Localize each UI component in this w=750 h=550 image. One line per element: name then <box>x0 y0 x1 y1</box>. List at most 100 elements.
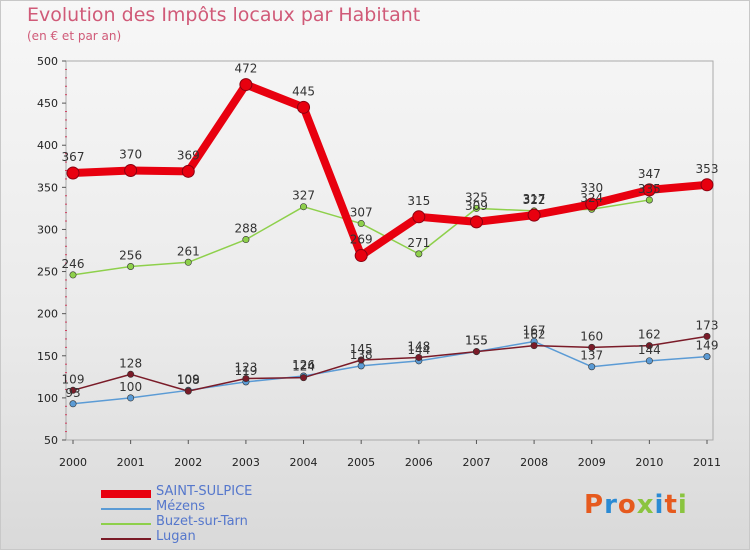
data-label: 317 <box>523 192 546 206</box>
y-tick-label-450: 450 <box>37 97 58 110</box>
data-point <box>300 203 308 211</box>
chart-subtitle: (en € et par an) <box>27 29 122 43</box>
x-tick-label-2009: 2009 <box>578 456 606 469</box>
data-label: 145 <box>350 342 373 356</box>
data-label: 261 <box>177 244 200 258</box>
x-tick-label-2007: 2007 <box>462 456 490 469</box>
data-point <box>354 249 368 263</box>
data-label: 269 <box>350 233 373 247</box>
x-tick-label-2005: 2005 <box>347 456 375 469</box>
data-point <box>357 362 365 370</box>
data-label: 246 <box>62 257 85 271</box>
data-point <box>703 353 711 361</box>
data-label: 335 <box>638 182 661 196</box>
data-label: 315 <box>407 194 430 208</box>
x-tick-label-2002: 2002 <box>174 456 202 469</box>
x-tick-label-2000: 2000 <box>59 456 87 469</box>
data-point <box>415 250 423 258</box>
data-point <box>357 356 365 364</box>
data-label: 123 <box>234 361 257 375</box>
data-label: 137 <box>580 349 603 363</box>
y-tick-label-500: 500 <box>37 55 58 68</box>
legend-label: Buzet-sur-Tarn <box>156 514 248 529</box>
logo-letter: i <box>677 490 688 520</box>
data-label: 144 <box>407 343 430 357</box>
data-label: 126 <box>292 358 315 372</box>
data-label: 353 <box>696 162 719 176</box>
legend-swatch <box>101 507 151 510</box>
legend-label: Lugan <box>156 529 196 544</box>
data-label: 322 <box>523 193 546 207</box>
data-point <box>527 208 541 222</box>
proxiti-logo: Proxiti <box>584 490 688 520</box>
data-point <box>300 374 308 382</box>
data-label: 109 <box>177 372 200 386</box>
data-point <box>642 183 656 197</box>
data-point <box>124 163 138 177</box>
y-tick-label-100: 100 <box>37 392 58 405</box>
data-point <box>530 342 538 350</box>
chart-title: Evolution des Impôts locaux par Habitant <box>27 4 421 26</box>
plot-border <box>65 60 714 441</box>
data-label: 124 <box>292 360 315 374</box>
data-label: 288 <box>234 222 257 236</box>
x-tick-label-2003: 2003 <box>232 456 260 469</box>
data-point <box>184 258 192 266</box>
y-tick-label-300: 300 <box>37 223 58 236</box>
legend-swatch <box>101 522 151 525</box>
series-line-lugan <box>72 335 708 392</box>
data-point <box>242 375 250 383</box>
series-line-saint-sulpice <box>69 80 711 260</box>
data-point <box>469 215 483 229</box>
series-line-m-zens <box>72 340 708 405</box>
logo-letter: P <box>584 490 605 520</box>
data-label: 307 <box>350 206 373 220</box>
data-label: 327 <box>292 189 315 203</box>
series-layer <box>66 78 714 408</box>
data-point <box>69 400 77 408</box>
data-label: 370 <box>119 147 142 161</box>
data-point <box>645 342 653 350</box>
y-tick-label-150: 150 <box>37 350 58 363</box>
data-point <box>127 263 135 271</box>
data-point <box>127 394 135 402</box>
data-point <box>585 197 599 211</box>
y-tick-label-400: 400 <box>37 139 58 152</box>
data-label: 256 <box>119 249 142 263</box>
data-label: 367 <box>62 150 85 164</box>
legend-label: SAINT-SULPICE <box>156 484 253 499</box>
data-point <box>184 387 192 395</box>
logo-letter: i <box>654 490 665 520</box>
x-tick-label-2011: 2011 <box>693 456 721 469</box>
data-point <box>181 164 195 178</box>
data-point <box>412 210 426 224</box>
data-point <box>127 370 135 378</box>
data-label: 325 <box>465 190 488 204</box>
legend-swatch <box>101 489 151 498</box>
data-point <box>472 348 480 356</box>
data-label: 330 <box>580 181 603 195</box>
data-label: 347 <box>638 167 661 181</box>
data-point <box>588 343 596 351</box>
legend-label: Mézens <box>156 499 206 514</box>
data-point <box>700 178 714 192</box>
data-label: 472 <box>234 62 257 76</box>
x-tick-label-2006: 2006 <box>405 456 433 469</box>
data-point <box>242 236 250 244</box>
data-label: 155 <box>465 334 488 348</box>
data-label: 271 <box>407 236 430 250</box>
data-label: 369 <box>177 148 200 162</box>
data-label: 309 <box>465 199 488 213</box>
data-point <box>588 363 596 371</box>
data-label: 108 <box>177 373 200 387</box>
y-tick-label-200: 200 <box>37 308 58 321</box>
data-label: 167 <box>523 323 546 337</box>
logo-letter: r <box>604 490 618 520</box>
legend-swatch <box>101 537 151 540</box>
x-tick-label-2004: 2004 <box>290 456 318 469</box>
data-point <box>645 196 653 204</box>
data-label: 148 <box>407 339 430 353</box>
data-label: 100 <box>119 380 142 394</box>
